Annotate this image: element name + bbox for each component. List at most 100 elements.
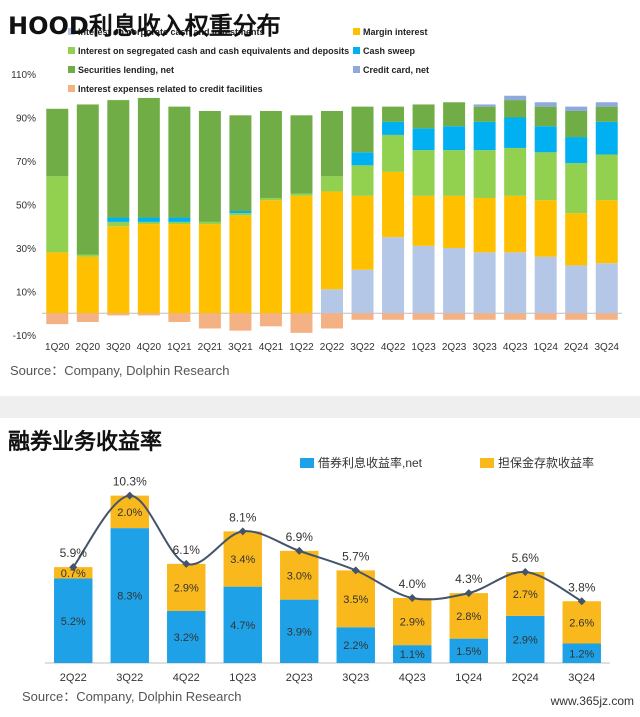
y-tick-label: 10%	[16, 288, 36, 299]
bar-segment	[168, 313, 191, 322]
x-tick-label: 3Q24	[595, 342, 620, 353]
bar-segment	[565, 213, 588, 266]
total-label: 10.3%	[113, 475, 147, 489]
y-tick-label: 110%	[11, 70, 36, 81]
data-label: 2.9%	[400, 617, 425, 629]
bar-segment	[229, 115, 252, 212]
legend-label: Margin interest	[363, 27, 428, 37]
x-tick-label: 2Q24	[564, 342, 589, 353]
data-label: 3.5%	[343, 594, 368, 606]
total-marker	[238, 527, 247, 536]
data-label: 3.4%	[230, 554, 255, 566]
x-tick-label: 1Q21	[167, 342, 192, 353]
bar-segment	[198, 224, 221, 314]
bar-segment	[443, 313, 466, 320]
bar-segment	[321, 110, 343, 177]
bar-segment	[565, 163, 588, 214]
bar-segment	[449, 638, 488, 663]
bar-segment	[449, 593, 488, 639]
bar-segment	[137, 313, 160, 316]
data-label: 2.7%	[513, 589, 538, 601]
x-tick-label: 2Q21	[198, 342, 223, 353]
bar-segment	[534, 152, 557, 201]
total-label: 6.1%	[173, 543, 201, 557]
legend-swatch	[68, 47, 75, 54]
bar-segment	[382, 134, 405, 172]
bar-segment	[137, 224, 160, 314]
x-tick-label: 4Q22	[381, 342, 406, 353]
legend-label: Interest on corporate cash and investmen…	[78, 27, 265, 37]
x-tick-label: 1Q24	[533, 342, 558, 353]
data-label: 2.9%	[174, 582, 199, 594]
total-label: 8.1%	[229, 510, 257, 524]
bar-segment	[595, 313, 618, 320]
data-label: 1.2%	[569, 648, 594, 660]
legend-label: 担保金存款收益率	[498, 455, 594, 470]
bar-segment	[473, 197, 496, 253]
y-tick-label: 90%	[16, 114, 36, 125]
bar-segment	[504, 117, 527, 148]
stacked-bar-chart-1: Interest on corporate cash and investmen…	[11, 27, 622, 353]
bar-segment	[76, 104, 99, 255]
bar-segment	[110, 528, 149, 663]
bar-segment	[351, 269, 374, 314]
watermark: www.365jz.com	[550, 694, 634, 708]
bar-segment	[534, 102, 557, 107]
bar-segment	[54, 567, 93, 579]
bar-segment	[46, 176, 69, 253]
bar-segment	[595, 263, 618, 314]
bar-segment	[46, 313, 69, 325]
bar-segment	[321, 313, 343, 329]
bar-segment	[76, 254, 99, 257]
total-marker	[125, 491, 134, 500]
bar-segment	[223, 586, 262, 663]
bar-segment	[473, 106, 496, 122]
bar-segment	[473, 121, 496, 151]
bar-segment	[562, 601, 601, 644]
legend-swatch	[300, 458, 314, 468]
bar-segment	[229, 213, 252, 216]
stacked-bar-chart-2: 借券利息收益率,net 担保金存款收益率 5.2% 0.7% 2Q22 8.3% 2.0% 3…	[45, 455, 610, 684]
bar-segment	[229, 313, 252, 331]
x-tick-label: 1Q23	[411, 342, 436, 353]
data-label: 2.6%	[569, 617, 594, 629]
bar-segment	[473, 150, 496, 198]
bar-segment	[504, 252, 527, 314]
total-label: 5.6%	[512, 551, 540, 565]
bar-segment	[412, 150, 435, 196]
bar-segment	[259, 313, 282, 327]
x-tick-label: 1Q24	[455, 672, 482, 684]
bar-segment	[534, 256, 557, 314]
bar-segment	[259, 110, 282, 198]
data-label: 3.9%	[287, 626, 312, 638]
data-label: 2.8%	[456, 611, 481, 623]
source-note: Source：Company, Dolphin Research	[22, 689, 242, 704]
legend-swatch	[353, 66, 360, 73]
bar-segment	[321, 289, 343, 314]
bar-segment	[46, 108, 69, 177]
data-label: 3.0%	[287, 570, 312, 582]
bar-segment	[412, 195, 435, 246]
chart-panel-interest-weight: HOOD利息收入权重分布 Interest on corporate cash …	[8, 12, 622, 378]
x-tick-label: 4Q21	[259, 342, 284, 353]
data-label: 1.5%	[456, 646, 481, 658]
bar-segment	[443, 126, 466, 151]
bar-segment	[110, 495, 149, 529]
bar-segment	[137, 217, 160, 222]
total-marker	[521, 568, 530, 576]
legend-label: Securities lending, net	[78, 65, 174, 75]
bar-segment	[595, 200, 618, 264]
bar-segment	[76, 313, 99, 322]
x-tick-label: 2Q22	[320, 342, 345, 353]
x-tick-label: 1Q22	[289, 342, 314, 353]
legend-label: Cash sweep	[363, 46, 416, 56]
x-tick-label: 3Q23	[342, 672, 369, 684]
bar-segment	[595, 154, 618, 201]
bar-segment	[562, 643, 601, 663]
bar-segment	[504, 95, 527, 101]
total-label: 3.8%	[568, 580, 596, 594]
total-label: 4.0%	[399, 577, 427, 591]
bar-segment	[412, 245, 435, 314]
bar-segment	[167, 611, 206, 663]
x-tick-label: 3Q24	[568, 672, 595, 684]
